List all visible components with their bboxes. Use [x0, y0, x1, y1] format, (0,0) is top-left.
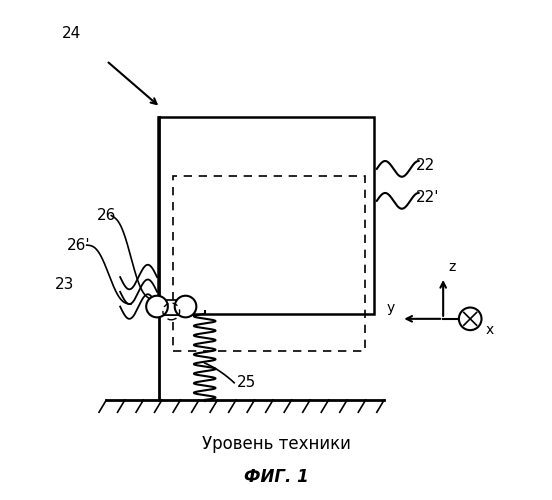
Text: x: x: [486, 323, 494, 337]
Bar: [161, 300, 188, 316]
Bar: [158, 117, 374, 314]
Text: 22: 22: [416, 158, 436, 173]
Text: 26': 26': [67, 238, 91, 252]
Bar: [173, 176, 364, 351]
Text: 23: 23: [55, 277, 74, 292]
Text: Уровень техники: Уровень техники: [201, 435, 351, 453]
Circle shape: [146, 296, 168, 318]
Text: 24: 24: [62, 26, 81, 41]
Circle shape: [175, 296, 197, 318]
Text: 26: 26: [97, 208, 116, 223]
Text: z: z: [448, 260, 455, 274]
Text: ФИГ. 1: ФИГ. 1: [243, 468, 309, 486]
Circle shape: [459, 308, 481, 330]
Text: y: y: [387, 301, 395, 315]
Text: 25: 25: [237, 375, 256, 390]
Text: 22': 22': [416, 190, 439, 205]
